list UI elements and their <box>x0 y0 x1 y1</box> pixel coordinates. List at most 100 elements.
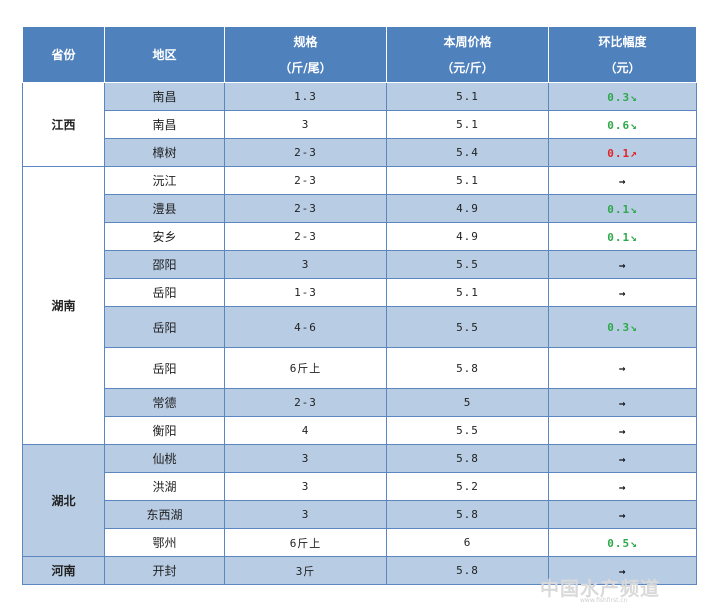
header-price-label: 本周价格 <box>443 34 492 49</box>
region-cell: 洪湖 <box>104 472 225 501</box>
spec-cell: 3 <box>224 472 387 501</box>
region-cell: 仙桃 <box>104 444 225 473</box>
region-cell: 开封 <box>104 556 225 585</box>
region-cell: 鄂州 <box>104 528 225 557</box>
price-table: 省份 地区 规格 （斤/尾） 本周价格 （元/斤） 环比幅度 （元） 江西 南昌 1… <box>22 26 697 585</box>
spec-cell: 3 <box>224 500 387 529</box>
table-row: 邵阳 3 5.5 → <box>23 250 697 279</box>
region-cell: 衡阳 <box>104 416 225 445</box>
spec-cell: 2-3 <box>224 166 387 195</box>
flat-arrow-icon: → <box>618 258 627 272</box>
table-row: 岳阳 4-6 5.5 0.3↘ <box>23 306 697 348</box>
change-cell: 0.6↘ <box>548 110 697 139</box>
header-region: 地区 <box>104 26 225 83</box>
flat-arrow-icon: → <box>618 424 627 438</box>
change-cell: 0.3↘ <box>548 82 697 111</box>
header-change-label: 环比幅度 <box>598 34 647 49</box>
spec-cell: 6斤上 <box>224 347 387 389</box>
header-spec-label: 规格 <box>293 34 318 49</box>
price-cell: 5.8 <box>386 556 549 585</box>
change-cell: → <box>548 347 697 389</box>
spec-cell: 1-3 <box>224 278 387 307</box>
table-body: 江西 南昌 1.3 5.1 0.3↘ 南昌 3 5.1 0.6↘ 樟树 2-3 5.4 0.1↗ 湖南 沅江… <box>22 82 697 585</box>
change-cell: → <box>548 444 697 473</box>
region-cell: 岳阳 <box>104 347 225 389</box>
region-cell: 南昌 <box>104 110 225 139</box>
watermark-logo: 中国水产频道 www.fishfirst.cn <box>540 566 710 606</box>
flat-arrow-icon: → <box>618 564 627 578</box>
table-row: 洪湖 3 5.2 → <box>23 472 697 501</box>
province-cell: 江西 <box>22 82 105 167</box>
price-cell: 5.8 <box>386 444 549 473</box>
spec-cell: 4 <box>224 416 387 445</box>
flat-arrow-icon: → <box>618 396 627 410</box>
table-row: 鄂州 6斤上 6 0.5↘ <box>23 528 697 557</box>
province-cell: 河南 <box>22 556 105 585</box>
table-row: 江西 南昌 1.3 5.1 0.3↘ <box>22 82 697 167</box>
price-cell: 5.1 <box>386 166 549 195</box>
spec-cell: 2-3 <box>224 388 387 417</box>
region-cell: 常德 <box>104 388 225 417</box>
table-row: 岳阳 1-3 5.1 → <box>23 278 697 307</box>
change-cell: → <box>548 388 697 417</box>
province-cell: 湖南 <box>22 166 105 445</box>
flat-arrow-icon: → <box>618 362 627 375</box>
change-down-value: 0.6↘ <box>607 118 638 132</box>
table-row: 樟树 2-3 5.4 0.1↗ <box>23 138 697 167</box>
change-down-value: 0.3↘ <box>607 90 638 104</box>
spec-cell: 2-3 <box>224 194 387 223</box>
spec-cell: 2-3 <box>224 222 387 251</box>
flat-arrow-icon: → <box>618 480 627 494</box>
table-row: 南昌 3 5.1 0.6↘ <box>23 110 697 139</box>
spec-cell: 6斤上 <box>224 528 387 557</box>
spec-cell: 3 <box>224 444 387 473</box>
price-cell: 5.8 <box>386 500 549 529</box>
spec-cell: 1.3 <box>224 82 387 111</box>
table-row: 常德 2-3 5 → <box>23 388 697 417</box>
change-cell: → <box>548 416 697 445</box>
table-row: 东西湖 3 5.8 → <box>23 500 697 529</box>
header-province: 省份 <box>22 26 105 83</box>
change-cell: → <box>548 278 697 307</box>
flat-arrow-icon: → <box>618 286 627 300</box>
spec-cell: 4-6 <box>224 306 387 348</box>
watermark-text: 中国水产频道 <box>540 578 661 600</box>
price-cell: 6 <box>386 528 549 557</box>
table-row: 安乡 2-3 4.9 0.1↘ <box>23 222 697 251</box>
table-row: 河南 开封 3斤 5.8 → <box>22 556 697 585</box>
change-cell: 0.1↘ <box>548 194 697 223</box>
spec-cell: 3 <box>224 110 387 139</box>
table-row: 岳阳 6斤上 5.8 → <box>23 347 697 389</box>
region-cell: 邵阳 <box>104 250 225 279</box>
header-change: 环比幅度 （元） <box>548 26 697 83</box>
region-cell: 东西湖 <box>104 500 225 529</box>
table-row: 湖南 沅江 2-3 5.1 → <box>22 166 697 445</box>
flat-arrow-icon: → <box>618 174 627 188</box>
header-spec-unit: （斤/尾） <box>279 60 332 75</box>
change-cell: 0.3↘ <box>548 306 697 348</box>
price-cell: 4.9 <box>386 222 549 251</box>
price-cell: 5.4 <box>386 138 549 167</box>
region-cell: 岳阳 <box>104 306 225 348</box>
region-cell: 樟树 <box>104 138 225 167</box>
province-cell: 湖北 <box>22 444 105 557</box>
header-price-unit: （元/斤） <box>441 60 494 75</box>
change-cell: → <box>548 556 697 585</box>
price-cell: 5.2 <box>386 472 549 501</box>
price-cell: 5.8 <box>386 347 549 389</box>
table-row: 湖北 仙桃 3 5.8 → <box>22 444 697 557</box>
region-cell: 南昌 <box>104 82 225 111</box>
header-spec: 规格 （斤/尾） <box>224 26 387 83</box>
spec-cell: 3斤 <box>224 556 387 585</box>
table-row: 澧县 2-3 4.9 0.1↘ <box>23 194 697 223</box>
price-cell: 5 <box>386 388 549 417</box>
change-down-value: 0.5↘ <box>607 536 638 550</box>
price-cell: 5.1 <box>386 110 549 139</box>
region-cell: 澧县 <box>104 194 225 223</box>
change-down-value: 0.3↘ <box>607 321 638 334</box>
price-cell: 5.5 <box>386 306 549 348</box>
table-row: 衡阳 4 5.5 → <box>23 416 697 445</box>
price-cell: 5.1 <box>386 278 549 307</box>
flat-arrow-icon: → <box>618 508 627 522</box>
region-cell: 安乡 <box>104 222 225 251</box>
